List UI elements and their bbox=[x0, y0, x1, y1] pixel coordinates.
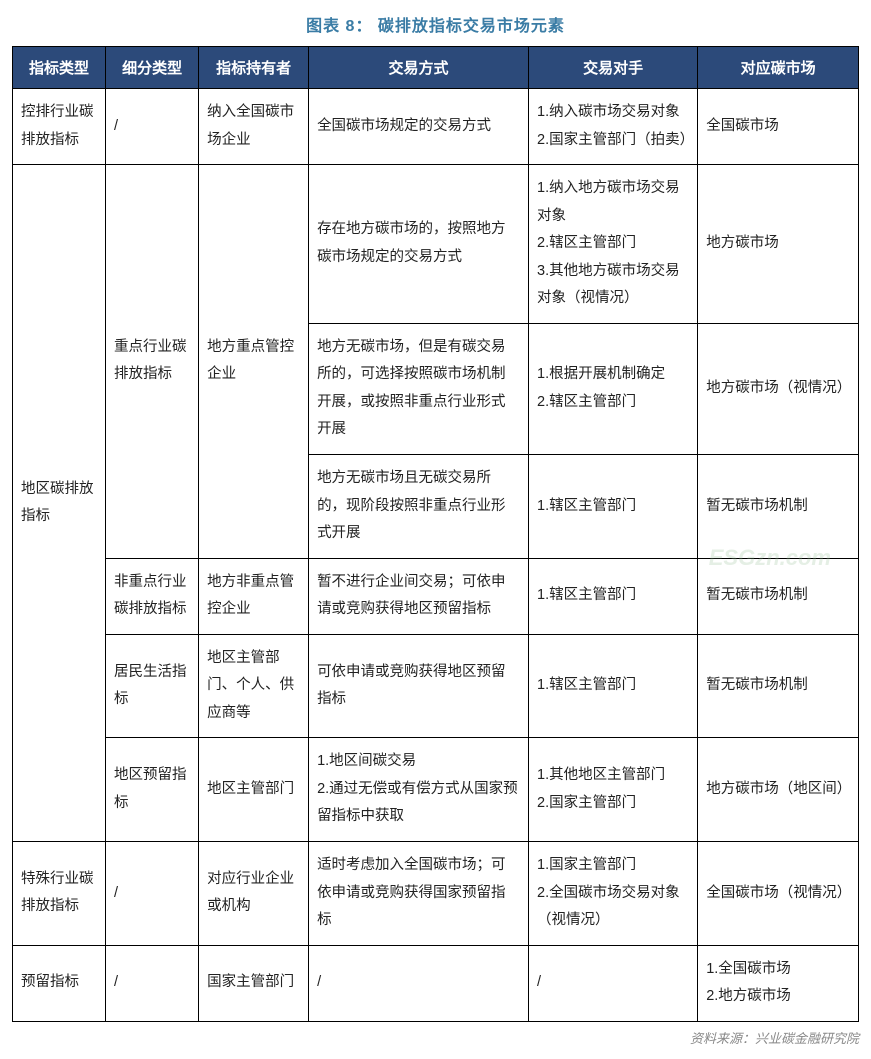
cell: 1.地区间碳交易2.通过无偿或有偿方式从国家预留指标中获取 bbox=[309, 738, 529, 842]
cell: 地方碳市场（地区间） bbox=[698, 738, 859, 842]
cell: 1.辖区主管部门 bbox=[529, 558, 698, 634]
cell: / bbox=[106, 89, 199, 165]
cell: 非重点行业碳排放指标 bbox=[106, 558, 199, 634]
cell: 地区主管部门、个人、供应商等 bbox=[199, 634, 309, 738]
cell: 全国碳市场规定的交易方式 bbox=[309, 89, 529, 165]
cell: / bbox=[309, 945, 529, 1021]
cell: 地方重点管控企业 bbox=[199, 165, 309, 559]
cell: 纳入全国碳市场企业 bbox=[199, 89, 309, 165]
cell: 暂无碳市场机制 bbox=[698, 455, 859, 559]
cell: 1.其他地区主管部门2.国家主管部门 bbox=[529, 738, 698, 842]
col-header: 交易对手 bbox=[529, 47, 698, 89]
carbon-market-table: 指标类型 细分类型 指标持有者 交易方式 交易对手 对应碳市场 控排行业碳排放指… bbox=[12, 46, 859, 1022]
table-row: 预留指标 / 国家主管部门 / / 1.全国碳市场2.地方碳市场 bbox=[13, 945, 859, 1021]
cell: / bbox=[106, 842, 199, 946]
cell: 适时考虑加入全国碳市场；可依申请或竞购获得国家预留指标 bbox=[309, 842, 529, 946]
cell: 地方碳市场（视情况） bbox=[698, 323, 859, 454]
cell: 1.辖区主管部门 bbox=[529, 455, 698, 559]
cell: 国家主管部门 bbox=[199, 945, 309, 1021]
table-title: 图表 8： 碳排放指标交易市场元素 bbox=[12, 12, 859, 36]
cell: / bbox=[529, 945, 698, 1021]
cell: 地区碳排放指标 bbox=[13, 165, 106, 842]
cell: 地方无碳市场，但是有碳交易所的，可选择按照碳市场机制开展，或按照非重点行业形式开… bbox=[309, 323, 529, 454]
cell: 预留指标 bbox=[13, 945, 106, 1021]
cell: 1.辖区主管部门 bbox=[529, 634, 698, 738]
cell: 可依申请或竞购获得地区预留指标 bbox=[309, 634, 529, 738]
cell: 地方碳市场 bbox=[698, 165, 859, 324]
cell: / bbox=[106, 945, 199, 1021]
cell: 地区预留指标 bbox=[106, 738, 199, 842]
cell: 1.全国碳市场2.地方碳市场 bbox=[698, 945, 859, 1021]
cell: 地区主管部门 bbox=[199, 738, 309, 842]
cell: 1.国家主管部门2.全国碳市场交易对象（视情况） bbox=[529, 842, 698, 946]
col-header: 指标持有者 bbox=[199, 47, 309, 89]
table-row: 地区预留指标 地区主管部门 1.地区间碳交易2.通过无偿或有偿方式从国家预留指标… bbox=[13, 738, 859, 842]
col-header: 指标类型 bbox=[13, 47, 106, 89]
cell: 暂无碳市场机制 bbox=[698, 634, 859, 738]
table-header-row: 指标类型 细分类型 指标持有者 交易方式 交易对手 对应碳市场 bbox=[13, 47, 859, 89]
cell: 地方非重点管控企业 bbox=[199, 558, 309, 634]
cell: 1.纳入碳市场交易对象2.国家主管部门（拍卖） bbox=[529, 89, 698, 165]
cell: 1.纳入地方碳市场交易对象2.辖区主管部门3.其他地方碳市场交易对象（视情况） bbox=[529, 165, 698, 324]
cell: 居民生活指标 bbox=[106, 634, 199, 738]
cell: 对应行业企业或机构 bbox=[199, 842, 309, 946]
table-row: 控排行业碳排放指标 / 纳入全国碳市场企业 全国碳市场规定的交易方式 1.纳入碳… bbox=[13, 89, 859, 165]
source-label: 资料来源：兴业碳金融研究院 bbox=[12, 1028, 859, 1047]
cell: 全国碳市场 bbox=[698, 89, 859, 165]
cell: 特殊行业碳排放指标 bbox=[13, 842, 106, 946]
cell: 控排行业碳排放指标 bbox=[13, 89, 106, 165]
cell: 1.根据开展机制确定2.辖区主管部门 bbox=[529, 323, 698, 454]
col-header: 对应碳市场 bbox=[698, 47, 859, 89]
cell: 存在地方碳市场的，按照地方碳市场规定的交易方式 bbox=[309, 165, 529, 324]
table-row: 地区碳排放指标 重点行业碳排放指标 地方重点管控企业 存在地方碳市场的，按照地方… bbox=[13, 165, 859, 324]
col-header: 交易方式 bbox=[309, 47, 529, 89]
cell: 重点行业碳排放指标 bbox=[106, 165, 199, 559]
table-row: 非重点行业碳排放指标 地方非重点管控企业 暂不进行企业间交易；可依申请或竞购获得… bbox=[13, 558, 859, 634]
cell: 地方无碳市场且无碳交易所的，现阶段按照非重点行业形式开展 bbox=[309, 455, 529, 559]
cell: 暂不进行企业间交易；可依申请或竞购获得地区预留指标 bbox=[309, 558, 529, 634]
col-header: 细分类型 bbox=[106, 47, 199, 89]
cell: 暂无碳市场机制 bbox=[698, 558, 859, 634]
table-row: 居民生活指标 地区主管部门、个人、供应商等 可依申请或竞购获得地区预留指标 1.… bbox=[13, 634, 859, 738]
cell: 全国碳市场（视情况） bbox=[698, 842, 859, 946]
table-row: 特殊行业碳排放指标 / 对应行业企业或机构 适时考虑加入全国碳市场；可依申请或竞… bbox=[13, 842, 859, 946]
